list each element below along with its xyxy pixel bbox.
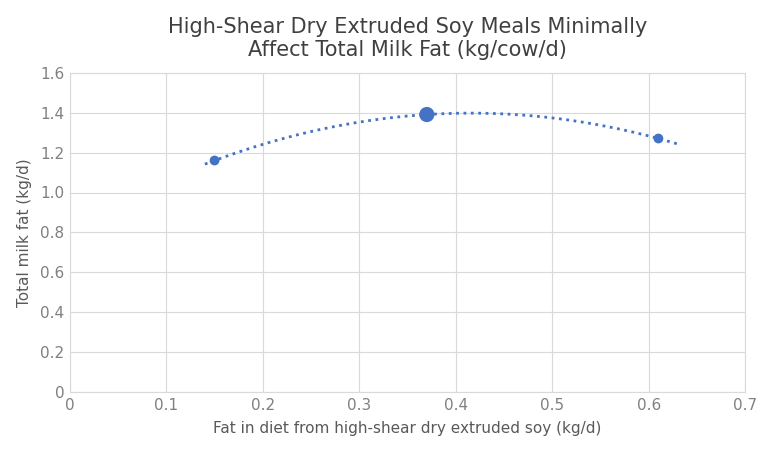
Y-axis label: Total milk fat (kg/d): Total milk fat (kg/d): [17, 158, 32, 307]
Point: [208, 157, 221, 164]
Point: [652, 135, 665, 142]
X-axis label: Fat in diet from high-shear dry extruded soy (kg/d): Fat in diet from high-shear dry extruded…: [214, 421, 601, 436]
Point: [420, 111, 433, 118]
Title: High-Shear Dry Extruded Soy Meals Minimally
Affect Total Milk Fat (kg/cow/d): High-Shear Dry Extruded Soy Meals Minima…: [168, 17, 647, 60]
